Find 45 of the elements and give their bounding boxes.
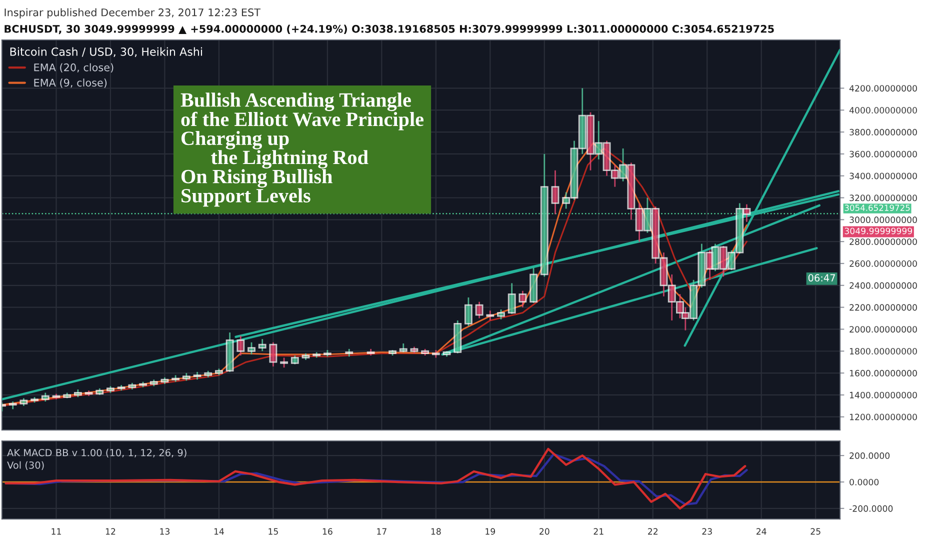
x-tick-label: 24 — [756, 528, 766, 535]
x-tick-label: 18 — [431, 528, 441, 535]
x-tick-label: 19 — [486, 528, 496, 535]
y-tick-label: 0.0000 — [850, 478, 879, 486]
y-tick-label: 4200.00000000 — [849, 85, 917, 92]
y-tick-label: 2600.00000000 — [850, 260, 917, 267]
text: Inspirar published December 23, 2017 12:23 EST — [4, 8, 261, 18]
y-tick-label: 3600.00000000 — [850, 150, 917, 158]
y-tick-label: -200.0000 — [849, 505, 893, 512]
x-tick-label: 15 — [268, 528, 278, 535]
y-tick-label: 4000.00000000 — [849, 106, 917, 114]
y-tick-label: 2800.00000000 — [850, 238, 917, 245]
x-tick-label: 17 — [377, 528, 386, 535]
annotation: Vol (30) — [7, 461, 44, 470]
legend-title: Bitcoin Cash / USD, 30, Heikin Ashi — [10, 47, 202, 58]
y-tick-label: 2000.00000000 — [850, 326, 917, 333]
x-tick-label: 20 — [540, 528, 550, 535]
x-tick-label: 14 — [214, 528, 224, 535]
text: BCHUSDT, 30 3049.99999999 ▲ +594.00000000 (+24.19%) O:3038.19168505 H:3079.99999999 L:3011.00000000 C:3054.65219725 — [4, 24, 774, 34]
y-tick-label: 1800.00000000 — [850, 348, 917, 355]
x-tick-label: 25 — [810, 528, 820, 535]
x-tick-label: 11 — [52, 528, 61, 535]
x-tick-label: 21 — [594, 528, 604, 535]
annotation: Bullish Ascending Triangle of the Elliott Wave Principle Charging up the Lightning Rod On Rising Bullish Support Levels — [180, 92, 424, 207]
y-tick-label: 1400.00000000 — [850, 392, 917, 398]
y-tick-label: 2200.00000000 — [850, 304, 917, 311]
legend-label: EMA (9, close) — [34, 78, 107, 88]
x-tick-label: 12 — [106, 528, 116, 535]
y-tick-label: 3200.00000000 — [850, 194, 917, 202]
legend-label: EMA (20, close) — [34, 63, 114, 73]
text: 3049.99999999 — [844, 228, 912, 234]
annotation: AK MACD BB v 1.00 (10, 1, 12, 26, 9) — [7, 448, 186, 458]
ref-line-label: 3054.65219725 — [844, 204, 910, 211]
y-tick-label: 2400.00000000 — [850, 282, 917, 289]
annotation: 06:47 — [808, 274, 835, 282]
y-tick-label: 3800.00000000 — [850, 128, 917, 136]
y-tick-label: 3000.00000000 — [850, 216, 917, 224]
x-tick-label: 22 — [648, 528, 658, 535]
x-tick-label: 16 — [322, 528, 332, 535]
y-tick-label: 3400.00000000 — [850, 172, 917, 180]
x-tick-label: 13 — [160, 528, 170, 535]
y-tick-label: 200.0000 — [850, 452, 890, 459]
y-tick-label: 1600.00000000 — [850, 370, 917, 376]
x-tick-label: 23 — [702, 528, 712, 535]
y-tick-label: 1200.00000000 — [850, 414, 917, 420]
